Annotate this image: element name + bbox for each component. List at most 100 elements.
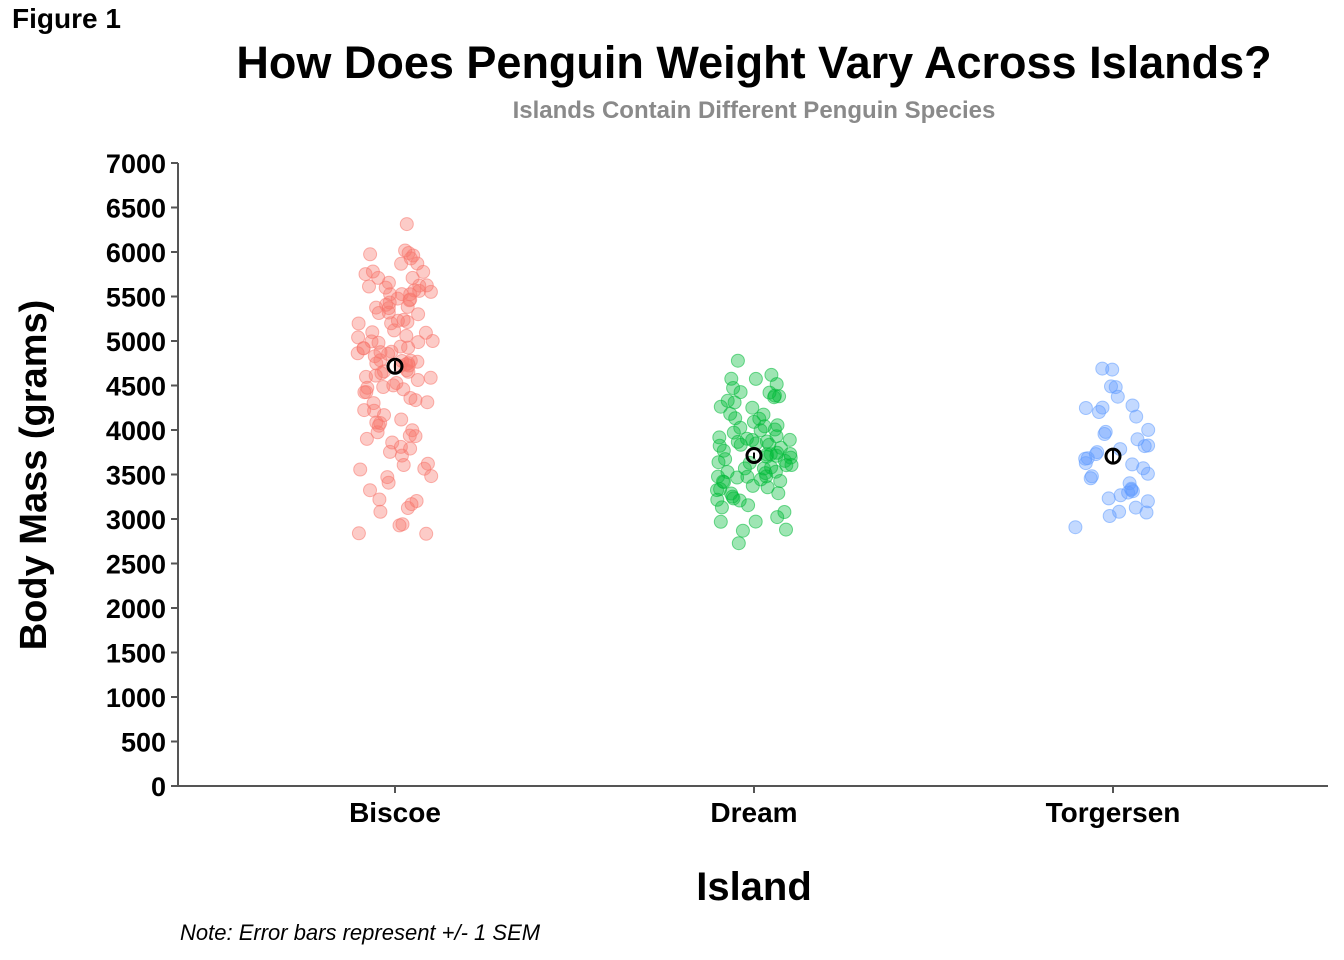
chart-title: How Does Penguin Weight Vary Across Isla… [236,37,1271,88]
data-point [770,510,785,525]
y-tick-label: 2500 [106,550,166,580]
data-point [400,299,415,314]
data-point [1083,471,1098,486]
data-point [381,305,396,320]
data-point [771,486,786,501]
data-point [713,514,728,529]
data-point [423,284,438,299]
x-tick-label: Torgersen [1046,797,1181,828]
y-tick-label: 2000 [106,594,166,624]
data-point [412,283,427,298]
data-point [381,475,396,490]
data-point [363,483,377,498]
mean-marker [386,357,404,375]
data-point [784,458,799,472]
data-point [735,523,750,538]
data-point [400,501,415,515]
data-point [1105,362,1120,377]
data-point [741,498,756,513]
data-point [419,526,434,541]
data-point [782,432,797,447]
data-point [737,461,752,476]
y-tick-label: 5500 [106,283,166,313]
x-tick-label: Biscoe [349,797,441,828]
y-tick-label: 0 [151,772,166,802]
data-point [403,292,418,307]
x-tick-label: Dream [710,797,797,828]
data-point [1113,488,1128,503]
data-point [759,469,774,484]
data-point [713,399,728,414]
data-point [1112,504,1127,519]
data-point [773,474,788,488]
data-point [387,323,402,338]
data-point [714,500,729,515]
y-tick-label: 6000 [106,238,166,268]
data-point [760,480,775,495]
data-point [732,493,747,508]
data-point [752,411,767,426]
data-point [730,470,745,485]
data-point [380,470,395,485]
data-point [423,370,438,385]
data-point [396,458,411,472]
data-point [351,526,366,541]
data-point [425,334,440,348]
data-point [1097,427,1112,441]
data-point [779,458,794,473]
data-point [1068,520,1083,535]
data-point [1101,491,1116,506]
data-point [772,389,787,404]
data-point [1104,379,1118,394]
y-axis-title: Body Mass (grams) [13,300,55,651]
data-point [384,316,399,331]
data-point [745,400,760,415]
data-point [1110,389,1125,404]
data-point [358,267,373,282]
data-point [730,353,745,368]
data-point [382,295,397,310]
y-tick-label: 4000 [106,416,166,446]
data-point [779,522,793,537]
data-point [366,396,381,411]
data-point [726,381,741,395]
data-point [710,492,725,507]
data-point [406,248,421,263]
y-tick-label: 500 [121,728,166,758]
y-tick-label: 1000 [106,683,166,713]
data-point [1095,361,1110,376]
data-point [748,514,763,529]
data-point [718,452,733,467]
data-point [1088,447,1103,462]
data-point [403,391,418,405]
data-point [757,419,772,434]
data-point [1125,457,1140,472]
data-point [756,407,771,422]
data-point [392,518,407,533]
data-point [1078,401,1093,415]
data-point [1129,409,1144,424]
data-point [367,403,382,418]
data-point [420,395,435,410]
data-point [1092,405,1106,419]
data-point [401,364,416,379]
data-point [1141,438,1156,453]
data-point [400,315,415,329]
data-point [359,385,374,400]
footnote: Note: Error bars represent +/- 1 SEM [180,920,541,945]
data-point [711,455,726,470]
data-point [733,385,748,400]
data-point [376,380,391,394]
data-point [767,390,782,405]
data-point [363,247,378,262]
data-point [353,462,368,477]
data-point [1140,466,1155,481]
data-point [362,279,376,294]
data-point [370,425,385,440]
x-axis-title: Island [696,865,812,909]
data-point [399,328,414,343]
mean-marker [745,447,763,465]
data-point [731,536,746,551]
y-tick-label: 6500 [106,194,166,224]
